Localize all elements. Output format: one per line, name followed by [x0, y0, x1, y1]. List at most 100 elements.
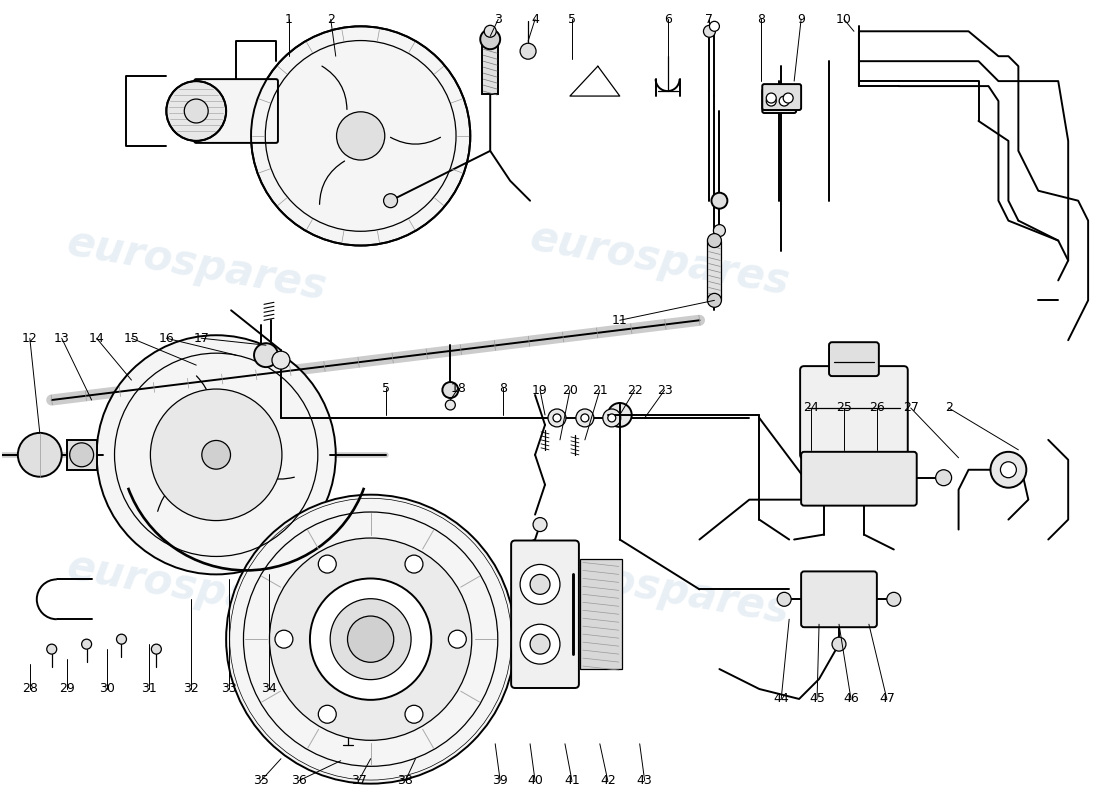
- Bar: [67, 440, 97, 470]
- Circle shape: [778, 592, 791, 606]
- Circle shape: [608, 414, 616, 422]
- Bar: [707, 241, 722, 300]
- Circle shape: [530, 634, 550, 654]
- Circle shape: [481, 30, 500, 50]
- Circle shape: [553, 414, 561, 422]
- Text: 19: 19: [532, 383, 548, 397]
- Circle shape: [69, 443, 94, 466]
- Circle shape: [767, 96, 777, 106]
- Text: 34: 34: [261, 682, 277, 695]
- Circle shape: [484, 26, 496, 38]
- Circle shape: [446, 400, 455, 410]
- Circle shape: [166, 81, 227, 141]
- Text: eurospares: eurospares: [527, 546, 793, 633]
- Circle shape: [520, 624, 560, 664]
- Circle shape: [310, 578, 431, 700]
- Circle shape: [330, 598, 411, 680]
- Circle shape: [442, 382, 459, 398]
- Circle shape: [1000, 462, 1016, 478]
- Text: 26: 26: [869, 402, 884, 414]
- Circle shape: [348, 616, 394, 662]
- Text: 13: 13: [54, 332, 69, 345]
- Text: 4: 4: [531, 13, 539, 26]
- Text: 2: 2: [327, 13, 334, 26]
- Bar: [580, 559, 622, 669]
- Circle shape: [97, 335, 336, 574]
- Circle shape: [318, 555, 337, 573]
- Circle shape: [117, 634, 126, 644]
- Circle shape: [520, 43, 536, 59]
- Circle shape: [710, 22, 719, 31]
- FancyBboxPatch shape: [195, 79, 278, 143]
- Text: 43: 43: [637, 774, 652, 787]
- FancyBboxPatch shape: [801, 452, 916, 506]
- Text: 8: 8: [757, 13, 766, 26]
- Text: eurospares: eurospares: [527, 217, 793, 304]
- Circle shape: [18, 433, 62, 477]
- Circle shape: [81, 639, 91, 649]
- Text: 36: 36: [292, 774, 307, 787]
- Circle shape: [152, 644, 162, 654]
- Text: 10: 10: [836, 13, 851, 26]
- Circle shape: [712, 193, 727, 209]
- Text: 3: 3: [494, 13, 502, 26]
- Circle shape: [779, 96, 789, 106]
- Text: 24: 24: [803, 402, 820, 414]
- Circle shape: [405, 706, 422, 723]
- Text: 11: 11: [612, 314, 628, 326]
- Circle shape: [227, 494, 515, 784]
- Circle shape: [767, 93, 777, 103]
- Text: 15: 15: [123, 332, 140, 345]
- Text: 14: 14: [89, 332, 104, 345]
- FancyBboxPatch shape: [762, 89, 796, 113]
- FancyBboxPatch shape: [512, 541, 579, 688]
- Circle shape: [832, 637, 846, 651]
- Circle shape: [520, 565, 560, 604]
- Text: 2: 2: [945, 402, 953, 414]
- Text: 12: 12: [22, 332, 37, 345]
- Text: 29: 29: [58, 682, 75, 695]
- Circle shape: [548, 409, 565, 427]
- Circle shape: [275, 630, 293, 648]
- Text: 1: 1: [285, 13, 293, 26]
- Text: 33: 33: [221, 682, 236, 695]
- Text: 44: 44: [773, 693, 789, 706]
- Circle shape: [272, 351, 290, 369]
- Text: 32: 32: [184, 682, 199, 695]
- Text: 18: 18: [450, 382, 466, 394]
- Text: 37: 37: [351, 774, 366, 787]
- Text: 31: 31: [142, 682, 157, 695]
- Circle shape: [270, 538, 472, 740]
- Circle shape: [707, 294, 722, 307]
- Circle shape: [251, 26, 471, 246]
- Text: 23: 23: [657, 383, 672, 397]
- Circle shape: [576, 409, 594, 427]
- Circle shape: [405, 555, 422, 573]
- Text: 22: 22: [627, 383, 642, 397]
- Circle shape: [318, 706, 337, 723]
- Text: 28: 28: [22, 682, 37, 695]
- Text: eurospares: eurospares: [63, 222, 329, 309]
- Text: 42: 42: [600, 774, 616, 787]
- Text: 7: 7: [705, 13, 714, 26]
- Circle shape: [704, 26, 715, 38]
- Text: 35: 35: [253, 774, 268, 787]
- Circle shape: [707, 234, 722, 247]
- Circle shape: [603, 409, 620, 427]
- Text: 41: 41: [564, 774, 580, 787]
- Text: 16: 16: [158, 332, 174, 345]
- Circle shape: [581, 414, 589, 422]
- Text: 6: 6: [663, 13, 671, 26]
- Text: 5: 5: [382, 382, 389, 394]
- Text: 30: 30: [99, 682, 114, 695]
- Circle shape: [151, 389, 282, 521]
- Text: 17: 17: [194, 332, 209, 345]
- FancyBboxPatch shape: [829, 342, 879, 376]
- Text: 20: 20: [562, 383, 578, 397]
- Circle shape: [530, 574, 550, 594]
- Text: 9: 9: [798, 13, 805, 26]
- Text: 40: 40: [527, 774, 543, 787]
- Circle shape: [201, 441, 231, 469]
- Text: 39: 39: [493, 774, 508, 787]
- Text: 46: 46: [843, 693, 859, 706]
